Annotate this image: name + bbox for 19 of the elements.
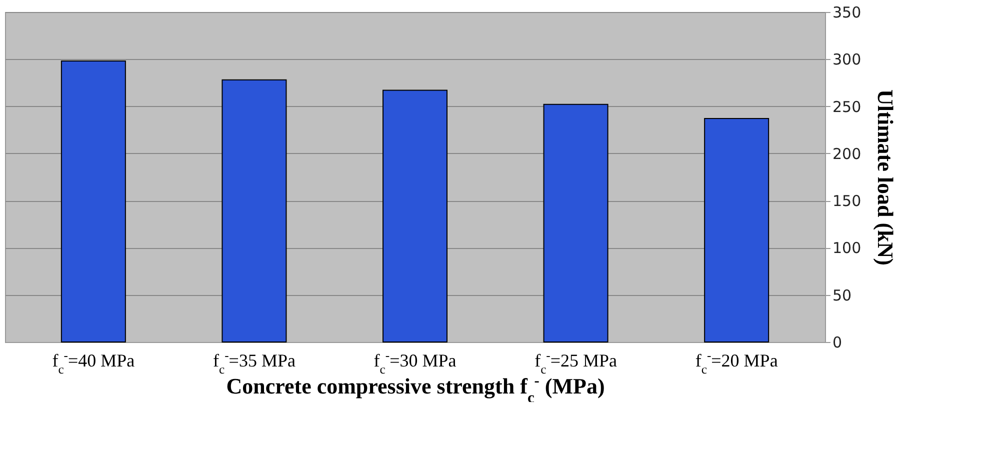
bar [382,90,448,342]
y-tick-label: 0 [832,334,842,352]
x-tick-label: f$_{c}$$^{-}$=20 MPa [695,348,778,376]
y-tick-label: 300 [832,50,862,69]
bar [222,79,287,342]
x-tick-label: f$_{c}$$^{-}$=40 MPa [52,348,135,376]
x-tick-label: f$_{c}$$^{-}$=35 MPa [212,348,296,376]
y-axis-title: Ultimate load (kN) [873,90,898,266]
y-tick-label: 200 [832,144,862,163]
x-tick-label: f$_{c}$$^{-}$=25 MPa [534,348,618,376]
x-tick-label: f$_{c}$$^{-}$=30 MPa [374,348,456,376]
y-tick-label: 150 [832,192,862,210]
bar [543,104,608,342]
y-tick-label: 50 [832,286,852,304]
y-tick-label: 350 [832,4,862,22]
y-tick-label: 100 [832,239,862,258]
bar [60,60,126,342]
bar [704,118,770,342]
y-tick-label: 250 [832,98,862,116]
